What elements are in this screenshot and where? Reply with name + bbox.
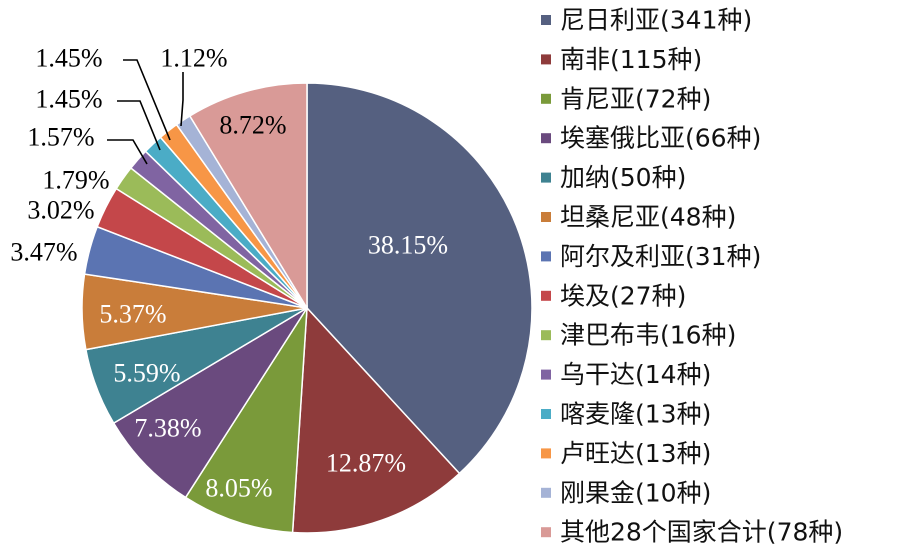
legend-label: 乌干达(14种) xyxy=(560,360,711,389)
legend-swatch xyxy=(541,251,551,262)
legend-label: 埃及(27种) xyxy=(560,281,686,310)
slice-pct-label: 5.59% xyxy=(113,359,180,388)
legend-label: 刚果金(10种) xyxy=(560,478,711,507)
legend-swatch xyxy=(541,409,551,419)
legend-label: 阿尔及利亚(31种) xyxy=(560,242,761,271)
legend-swatch xyxy=(541,212,551,222)
legend-swatch xyxy=(541,527,551,538)
legend-label: 喀麦隆(13种) xyxy=(560,400,711,429)
legend-swatch xyxy=(541,330,551,341)
leader-line xyxy=(180,72,184,127)
legend-swatch xyxy=(541,172,551,183)
slice-pct-label: 38.15% xyxy=(368,231,448,260)
slice-pct-label: 8.05% xyxy=(205,474,272,503)
pie-slices xyxy=(81,82,533,534)
legend-label: 尼日利亚(341种) xyxy=(560,6,752,35)
leader-line xyxy=(123,59,171,141)
slice-pct-label: 8.72% xyxy=(219,111,286,140)
legend-swatch xyxy=(541,133,551,144)
pie-slice xyxy=(184,305,308,534)
leader-line xyxy=(117,100,161,151)
slice-pct-label: 7.38% xyxy=(134,414,201,443)
legend-swatch xyxy=(541,15,551,25)
legend-label: 南非(115种) xyxy=(560,45,702,74)
leader-line xyxy=(107,139,148,165)
legend-swatch xyxy=(541,487,551,498)
legend-label: 其他28个国家合计(78种) xyxy=(560,518,843,547)
pie-slice xyxy=(188,82,308,311)
slice-pct-label: 1.12% xyxy=(160,44,227,73)
legend-swatch xyxy=(541,448,551,459)
pct-labels: 38.15% 12.87% 8.05% 7.38% 5.59% 5.37% 3.47% 3.0… xyxy=(10,44,448,503)
pie-slice xyxy=(291,306,461,534)
legend-swatch xyxy=(541,54,551,65)
leader-lines xyxy=(107,59,184,165)
slice-pct-label: 3.47% xyxy=(10,238,77,267)
legend-label: 卢旺达(13种) xyxy=(560,439,711,468)
pie-slice xyxy=(112,307,308,499)
slice-pct-label: 1.79% xyxy=(42,166,109,195)
legend-label: 埃塞俄比亚(66种) xyxy=(560,124,761,153)
slice-pct-label: 12.87% xyxy=(326,449,406,478)
legend-label: 津巴布韦(16种) xyxy=(560,321,736,350)
legend-swatch xyxy=(541,369,551,380)
legend-label: 肯尼亚(72种) xyxy=(560,84,711,113)
pie-slice xyxy=(306,82,533,475)
legend-label: 加纳(50种) xyxy=(560,163,686,192)
legend-swatch xyxy=(541,290,551,301)
slice-pct-label: 3.02% xyxy=(27,196,94,225)
slice-pct-label: 5.37% xyxy=(99,300,166,329)
legend-label: 坦桑尼亚(48种) xyxy=(560,203,736,232)
slice-pct-label: 1.57% xyxy=(27,123,94,152)
legend: 尼日利亚(341种) 南非(115种) 肯尼亚(72种) 埃塞俄比亚(66种) 加纳(5… xyxy=(541,6,843,547)
legend-swatch xyxy=(541,93,551,104)
slice-pct-label: 1.45% xyxy=(35,44,102,73)
slice-pct-label: 1.45% xyxy=(35,85,102,114)
